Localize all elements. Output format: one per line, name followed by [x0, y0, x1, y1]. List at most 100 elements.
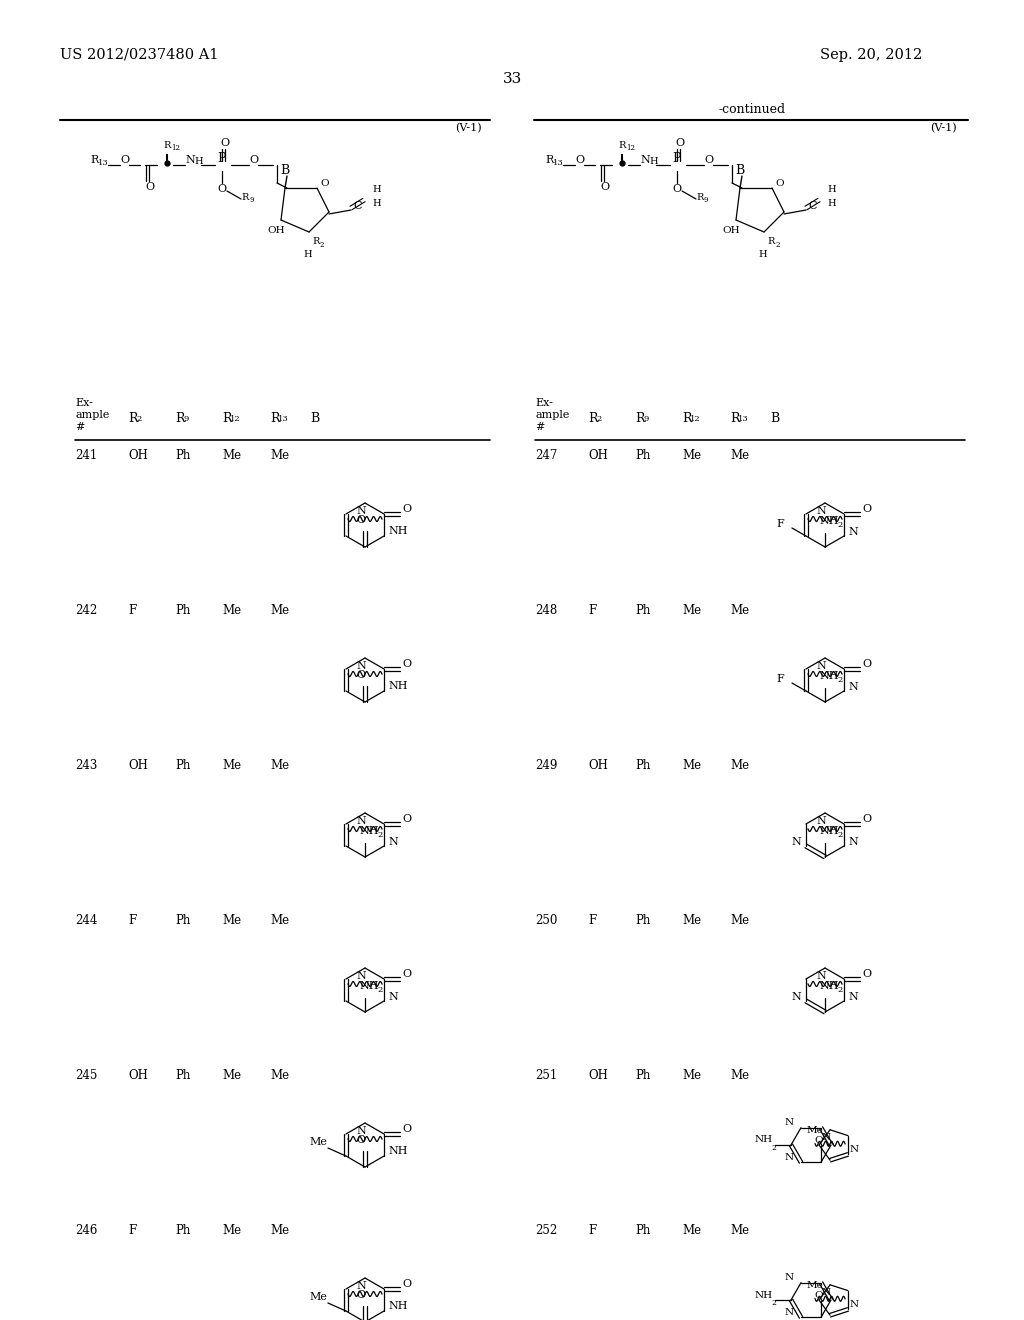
Text: Me: Me	[222, 759, 241, 772]
Text: B: B	[770, 412, 779, 425]
Text: C: C	[808, 201, 816, 211]
Text: 246: 246	[75, 1224, 97, 1237]
Text: O: O	[862, 659, 871, 669]
Text: Me: Me	[310, 1137, 328, 1147]
Text: O: O	[815, 1291, 823, 1300]
Text: Me: Me	[807, 1280, 823, 1290]
Text: O: O	[356, 1290, 366, 1300]
Text: OH: OH	[128, 1069, 147, 1082]
Text: N: N	[816, 816, 826, 826]
Text: O: O	[249, 154, 258, 165]
Text: Ph: Ph	[635, 913, 650, 927]
Text: 2: 2	[837, 676, 843, 684]
Text: O: O	[575, 154, 584, 165]
Text: ample: ample	[75, 411, 110, 420]
Text: H: H	[372, 198, 381, 207]
Text: 244: 244	[75, 913, 97, 927]
Text: 13: 13	[278, 414, 289, 422]
Text: N: N	[816, 972, 826, 981]
Text: 251: 251	[535, 1069, 557, 1082]
Text: Me: Me	[730, 759, 750, 772]
Text: ample: ample	[535, 411, 569, 420]
Text: O: O	[220, 139, 229, 148]
Text: P: P	[217, 153, 225, 165]
Text: R: R	[222, 412, 231, 425]
Text: 33: 33	[503, 73, 521, 86]
Text: Sep. 20, 2012: Sep. 20, 2012	[820, 48, 923, 62]
Text: H: H	[649, 157, 657, 166]
Text: N: N	[388, 993, 397, 1002]
Text: C: C	[353, 201, 361, 211]
Text: Ph: Ph	[635, 1069, 650, 1082]
Text: 12: 12	[626, 144, 635, 152]
Text: B: B	[280, 164, 289, 177]
Text: N: N	[848, 837, 858, 847]
Text: Ex-: Ex-	[75, 399, 93, 408]
Text: 2: 2	[771, 1299, 776, 1307]
Text: N: N	[848, 682, 858, 692]
Text: R: R	[682, 412, 691, 425]
Text: 13: 13	[553, 158, 564, 168]
Text: Me: Me	[270, 1069, 289, 1082]
Text: N: N	[356, 1126, 366, 1137]
Text: 9: 9	[705, 195, 709, 205]
Text: O: O	[319, 178, 329, 187]
Text: 247: 247	[535, 449, 557, 462]
Text: Me: Me	[682, 1069, 701, 1082]
Text: B: B	[310, 412, 319, 425]
Text: N: N	[792, 993, 802, 1002]
Text: Ph: Ph	[635, 449, 650, 462]
Text: N: N	[784, 1274, 794, 1282]
Text: N: N	[792, 837, 802, 847]
Text: NH: NH	[359, 981, 379, 991]
Text: 2: 2	[596, 414, 601, 422]
Text: O: O	[402, 659, 412, 669]
Text: O: O	[862, 814, 871, 824]
Text: NH: NH	[388, 681, 408, 690]
Text: Me: Me	[270, 759, 289, 772]
Text: US 2012/0237480 A1: US 2012/0237480 A1	[60, 48, 218, 62]
Text: Me: Me	[222, 1069, 241, 1082]
Text: Ph: Ph	[635, 759, 650, 772]
Text: R: R	[618, 140, 626, 149]
Text: Ph: Ph	[175, 449, 190, 462]
Text: Me: Me	[222, 913, 241, 927]
Text: F: F	[776, 675, 783, 684]
Text: O: O	[120, 154, 129, 165]
Text: H: H	[758, 249, 767, 259]
Text: 250: 250	[535, 913, 557, 927]
Text: N: N	[640, 154, 650, 165]
Text: R: R	[635, 412, 644, 425]
Text: N: N	[356, 506, 366, 516]
Text: NH: NH	[819, 826, 839, 836]
Text: F: F	[588, 605, 596, 616]
Text: N: N	[356, 816, 366, 826]
Text: Me: Me	[682, 449, 701, 462]
Text: NH: NH	[819, 981, 839, 991]
Text: H: H	[194, 157, 203, 166]
Text: (V-1): (V-1)	[930, 123, 956, 133]
Text: N: N	[356, 1280, 366, 1291]
Text: Me: Me	[270, 1224, 289, 1237]
Text: Me: Me	[807, 1126, 823, 1135]
Text: 2: 2	[136, 414, 141, 422]
Text: O: O	[862, 504, 871, 513]
Text: Ph: Ph	[635, 605, 650, 616]
Text: Me: Me	[730, 1224, 750, 1237]
Text: 243: 243	[75, 759, 97, 772]
Text: N: N	[356, 972, 366, 981]
Text: OH: OH	[128, 759, 147, 772]
Text: -continued: -continued	[719, 103, 785, 116]
Text: Me: Me	[730, 913, 750, 927]
Text: NH: NH	[755, 1291, 773, 1299]
Text: OH: OH	[128, 449, 147, 462]
Text: R: R	[767, 238, 774, 246]
Text: 9: 9	[183, 414, 188, 422]
Text: OH: OH	[588, 1069, 608, 1082]
Text: F: F	[128, 605, 136, 616]
Text: O: O	[675, 139, 684, 148]
Text: 252: 252	[535, 1224, 557, 1237]
Text: O: O	[672, 183, 681, 194]
Text: N: N	[850, 1144, 859, 1154]
Text: OH: OH	[588, 759, 608, 772]
